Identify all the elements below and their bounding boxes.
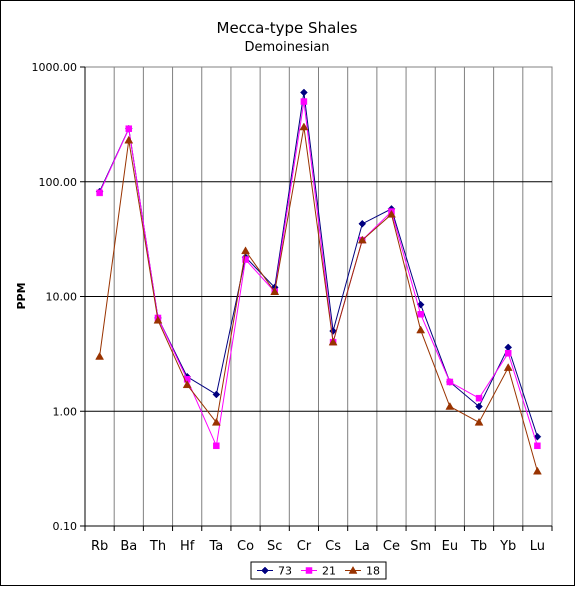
chart-subtitle: Demoinesian bbox=[244, 40, 329, 55]
legend-item: 73 bbox=[257, 565, 292, 578]
data-point bbox=[241, 246, 250, 255]
legend-label: 73 bbox=[278, 565, 292, 578]
legend-box bbox=[250, 561, 387, 580]
y-tick-label: 1.00 bbox=[53, 405, 78, 418]
legend-item: 18 bbox=[345, 565, 380, 578]
y-tick-label: 0.10 bbox=[53, 520, 78, 533]
data-point bbox=[213, 442, 220, 450]
legend-label: 21 bbox=[322, 565, 336, 578]
data-point bbox=[475, 394, 483, 402]
y-axis-ticks: 0.10 1.00 10.00 100.00 1000.00 bbox=[32, 61, 85, 533]
legend-item: 21 bbox=[301, 565, 336, 578]
data-point bbox=[416, 325, 426, 334]
series-line bbox=[99, 92, 538, 437]
data-point bbox=[446, 378, 454, 386]
legend-marker bbox=[261, 566, 269, 575]
y-tick-label: 10.00 bbox=[46, 291, 78, 304]
data-point bbox=[533, 432, 542, 441]
x-tick-label: Ba bbox=[120, 539, 137, 554]
data-point bbox=[182, 380, 192, 389]
horizontal-gridlines bbox=[85, 181, 552, 412]
chart-title: Mecca-type Shales bbox=[217, 19, 358, 37]
y-tick-label: 100.00 bbox=[39, 176, 78, 189]
x-tick-label: Ta bbox=[208, 539, 223, 554]
x-tick-label: La bbox=[355, 539, 370, 554]
x-tick-label: Tb bbox=[470, 539, 487, 554]
data-point bbox=[124, 135, 134, 144]
data-point bbox=[417, 311, 424, 318]
data-point bbox=[387, 209, 396, 218]
data-point bbox=[212, 390, 221, 399]
x-tick-label: Cs bbox=[325, 539, 341, 554]
data-point bbox=[357, 235, 367, 244]
series-18 bbox=[95, 122, 542, 475]
x-tick-label: Cr bbox=[297, 539, 312, 554]
data-point bbox=[153, 315, 163, 324]
series-line bbox=[99, 126, 538, 472]
x-tick-label: Yb bbox=[499, 539, 516, 554]
x-tick-label: Co bbox=[237, 539, 254, 554]
data-point bbox=[503, 363, 513, 371]
x-tick-label: Rb bbox=[91, 539, 108, 554]
x-tick-label: Th bbox=[149, 539, 166, 554]
data-point bbox=[475, 402, 483, 411]
x-tick-label: Sc bbox=[267, 539, 282, 554]
x-axis-ticks: Rb Ba Th Hf Ta Co Sc Cr Cs La Ce Sm Eu Tb Yb Lu bbox=[84, 526, 553, 554]
data-point bbox=[125, 125, 133, 132]
data-point bbox=[358, 219, 367, 228]
y-tick-label: 1000.00 bbox=[32, 61, 78, 74]
data-point bbox=[532, 466, 542, 475]
data-point bbox=[445, 401, 455, 410]
data-point bbox=[242, 256, 249, 263]
legend-label: 18 bbox=[366, 565, 380, 578]
data-point bbox=[474, 417, 484, 426]
data-point bbox=[328, 337, 338, 346]
series-group bbox=[95, 88, 542, 475]
x-tick-label: Lu bbox=[530, 539, 545, 554]
y-axis-label: PPM bbox=[15, 282, 28, 309]
data-point bbox=[211, 417, 221, 426]
data-point bbox=[96, 189, 103, 197]
x-tick-label: Sm bbox=[410, 539, 431, 554]
data-point bbox=[299, 122, 309, 131]
series-line bbox=[99, 101, 538, 448]
data-point bbox=[95, 351, 105, 360]
legend-marker bbox=[305, 567, 313, 574]
x-tick-label: Ce bbox=[383, 539, 400, 554]
data-point bbox=[270, 287, 280, 296]
data-point bbox=[504, 350, 512, 357]
x-tick-label: Eu bbox=[442, 539, 458, 554]
x-tick-label: Hf bbox=[180, 539, 195, 554]
data-point bbox=[534, 442, 541, 450]
data-point bbox=[300, 88, 308, 97]
legend: 73 21 18 bbox=[250, 561, 387, 580]
legend-marker bbox=[348, 565, 358, 574]
data-point bbox=[300, 98, 308, 105]
